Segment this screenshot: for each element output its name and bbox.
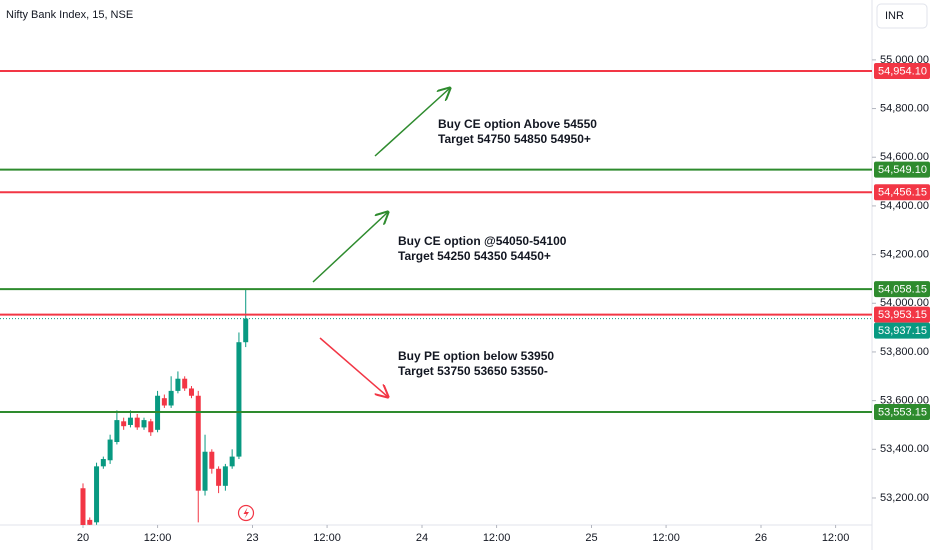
candle-body	[100, 459, 106, 467]
candle-body	[134, 417, 140, 428]
annotation: Target 54250 54350 54450+	[398, 249, 551, 263]
x-tick-label: 12:00	[144, 532, 172, 544]
candle-body	[114, 420, 120, 443]
x-tick-label: 26	[755, 532, 767, 544]
candle-body	[188, 388, 194, 396]
candle-body	[168, 390, 174, 406]
x-tick-label: 23	[246, 532, 258, 544]
price-tag	[874, 281, 930, 298]
arrow	[312, 212, 388, 283]
event-icon[interactable]	[237, 504, 255, 522]
y-tick-label: 53,400.00	[880, 443, 929, 455]
x-tick-label: 25	[585, 532, 597, 544]
candle-body	[87, 519, 93, 525]
y-tick-label: 54,800.00	[880, 102, 929, 114]
price-tag	[874, 404, 930, 421]
candle-body	[127, 417, 133, 425]
price-tag-label: 53,953.15	[878, 309, 927, 321]
candle-body	[80, 488, 86, 525]
x-tick-label: 12:00	[652, 532, 680, 544]
candle-body	[148, 421, 154, 433]
currency[interactable]: INR	[885, 10, 904, 22]
candle-body	[175, 378, 181, 391]
price-tag-label: 53,937.15	[878, 325, 927, 337]
price-tag-label: 54,954.10	[878, 65, 927, 77]
candle-body	[195, 395, 201, 491]
arrow	[319, 337, 388, 397]
annotation: Target 53750 53650 53550-	[398, 364, 548, 378]
price-tag	[874, 161, 930, 178]
price-tag-label: 54,058.15	[878, 284, 927, 296]
price-tag-label: 54,549.10	[878, 164, 927, 176]
price-tag	[874, 306, 930, 323]
y-tick-label: 55,000.00	[880, 54, 929, 66]
y-tick-label: 53,200.00	[880, 492, 929, 504]
x-tick-label: 12:00	[822, 532, 850, 544]
candle-body	[121, 421, 127, 427]
candle-body	[141, 420, 147, 428]
price-tag	[874, 322, 930, 339]
candle-body	[236, 342, 242, 457]
y-tick-label: 53,800.00	[880, 346, 929, 358]
candle-body	[182, 378, 188, 389]
candle-body	[243, 318, 249, 343]
candle-body	[222, 466, 228, 486]
price-tag	[874, 63, 930, 80]
annotation: Buy PE option below 53950	[398, 349, 554, 363]
y-tick-label: 53,600.00	[880, 395, 929, 407]
currency-button[interactable]	[876, 3, 928, 29]
arrow	[374, 88, 450, 157]
y-tick-label: 54,400.00	[880, 200, 929, 212]
candle-body	[209, 451, 215, 469]
x-tick-label: 20	[77, 532, 89, 544]
annotation: Buy CE option @54050-54100	[398, 234, 567, 248]
x-tick-label: 12:00	[483, 532, 511, 544]
price-tag	[874, 184, 930, 201]
y-tick-label: 54,600.00	[880, 151, 929, 163]
candle-body	[216, 468, 222, 486]
plot-area	[0, 70, 872, 525]
y-tick-label: 54,200.00	[880, 248, 929, 260]
candle-body	[94, 466, 100, 523]
price-tag-label: 54,456.15	[878, 187, 927, 199]
y-tick-label: 54,000.00	[880, 297, 929, 309]
annotation: Buy CE option Above 54550	[438, 117, 597, 131]
candle-body	[161, 398, 167, 406]
x-tick-label: 12:00	[313, 532, 341, 544]
candle-body	[107, 439, 113, 461]
x-tick-label: 24	[416, 532, 428, 544]
candle-body	[229, 456, 235, 467]
chart-title: Nifty Bank Index, 15, NSE	[6, 9, 133, 21]
annotation: Target 54750 54850 54950+	[438, 132, 591, 146]
candle-body	[202, 451, 208, 491]
price-tag-label: 53,553.15	[878, 406, 927, 418]
